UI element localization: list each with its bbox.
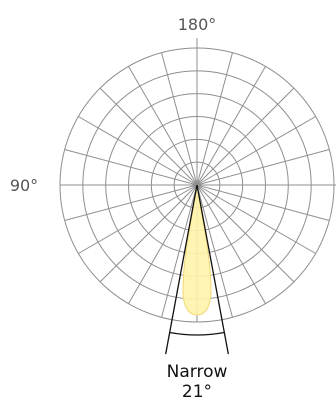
grid-spoke-315 xyxy=(99,184,198,283)
grid-spoke-285 xyxy=(64,184,198,221)
beam-angle-label: 21° xyxy=(182,382,212,402)
grid-spoke-165 xyxy=(196,52,233,186)
tick-label-90: 90° xyxy=(10,176,38,195)
grid-spoke-60 xyxy=(196,184,316,254)
grid-spoke-345 xyxy=(161,184,198,318)
tick-label-180: 180° xyxy=(178,15,217,34)
chart-labels: 180° 90° Narrow 21° xyxy=(10,15,228,402)
grid-spoke-225 xyxy=(99,87,198,186)
grid-spoke-210 xyxy=(128,66,198,186)
grid-spoke-120 xyxy=(196,116,316,186)
beam-edge-right xyxy=(196,184,229,355)
grid-spoke-240 xyxy=(78,116,198,186)
grid-spoke-135 xyxy=(196,87,295,186)
grid-spoke-45 xyxy=(196,184,295,283)
grid-spoke-195 xyxy=(161,52,198,186)
beam-name-label: Narrow xyxy=(167,362,228,382)
beam-distribution xyxy=(165,184,229,355)
grid-spoke-15 xyxy=(196,184,233,318)
grid-spoke-255 xyxy=(64,149,198,186)
grid-spoke-105 xyxy=(196,149,330,186)
grid-spoke-75 xyxy=(196,184,330,221)
beam-arc xyxy=(169,331,225,336)
grid-spoke-300 xyxy=(78,184,198,254)
grid-spoke-150 xyxy=(196,66,266,186)
grid-spoke-330 xyxy=(128,184,198,304)
beam-edge-left xyxy=(165,184,198,355)
grid-spoke-30 xyxy=(196,184,266,304)
beam-lobe xyxy=(182,184,212,316)
